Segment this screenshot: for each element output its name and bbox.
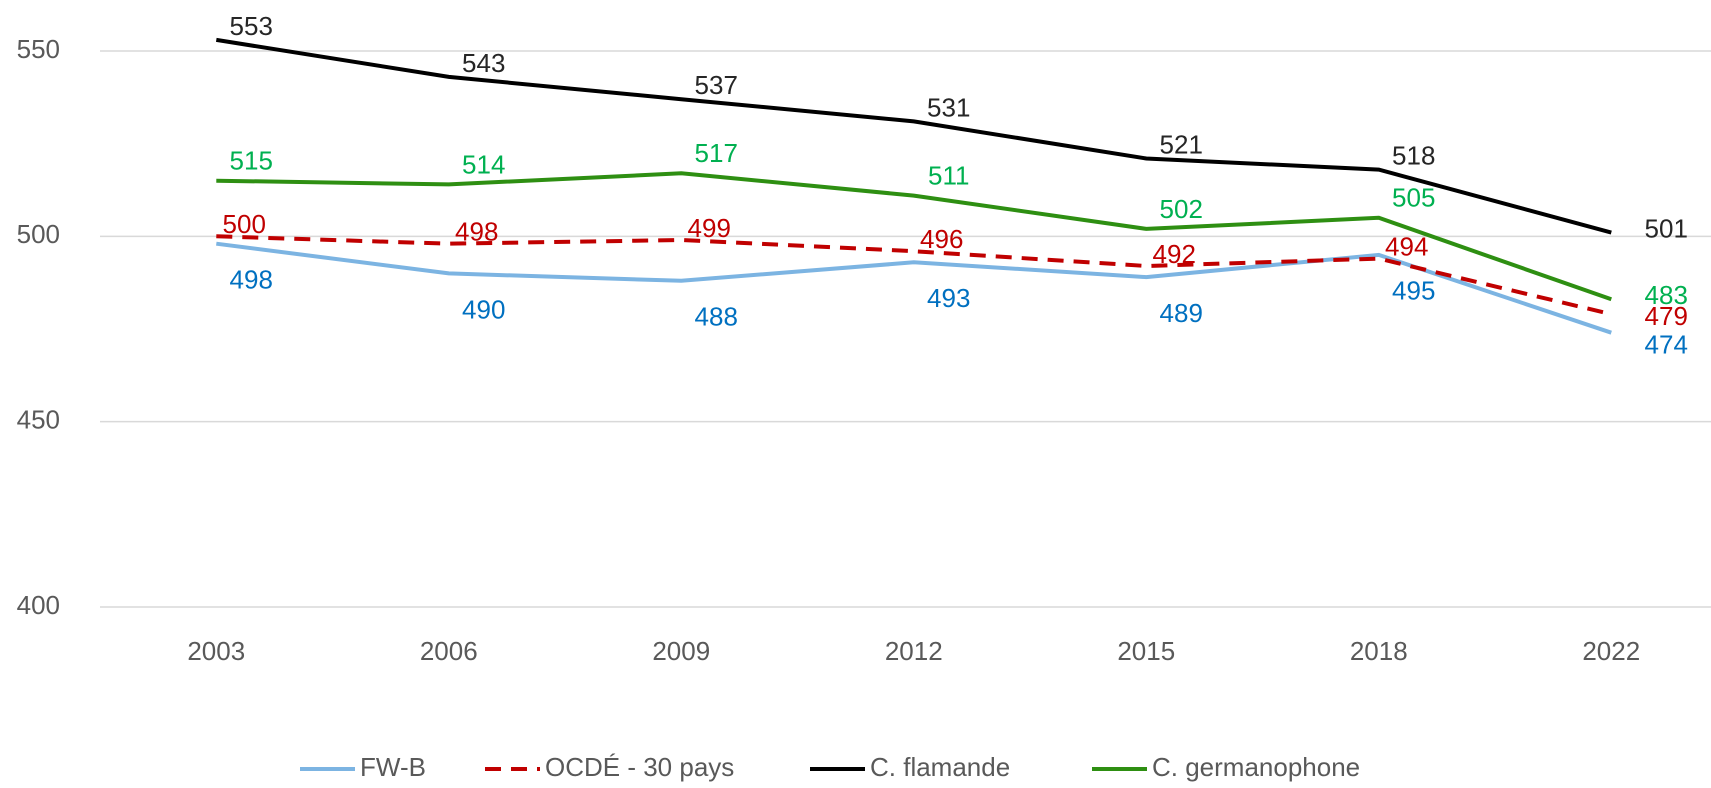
- data-label: 553: [230, 11, 273, 41]
- data-label: 517: [695, 138, 738, 168]
- y-tick-label: 550: [17, 34, 60, 64]
- data-label: 494: [1385, 231, 1428, 261]
- data-label: 500: [223, 209, 266, 239]
- x-tick-label: 2009: [652, 636, 710, 666]
- data-label: 483: [1645, 280, 1688, 310]
- data-label: 498: [230, 265, 273, 295]
- data-label: 479: [1645, 301, 1688, 331]
- data-label: 474: [1645, 330, 1688, 360]
- data-label: 498: [455, 217, 498, 247]
- legend-label: OCDÉ - 30 pays: [545, 752, 734, 782]
- legend-label: C. germanophone: [1152, 752, 1360, 782]
- data-label: 495: [1392, 276, 1435, 306]
- data-label: 531: [927, 92, 970, 122]
- x-tick-label: 2012: [885, 636, 943, 666]
- data-label: 511: [928, 160, 969, 190]
- data-label: 492: [1153, 239, 1196, 269]
- y-tick-label: 500: [17, 219, 60, 249]
- series-line: [216, 171, 1612, 302]
- data-label: 501: [1645, 214, 1688, 244]
- data-label: 496: [920, 224, 963, 254]
- y-tick-label: 400: [17, 590, 60, 620]
- y-tick-label: 450: [17, 405, 60, 435]
- data-label: 518: [1392, 140, 1435, 170]
- data-label: 505: [1392, 183, 1435, 213]
- x-tick-label: 2022: [1582, 636, 1640, 666]
- data-label: 488: [695, 302, 738, 332]
- data-label: 499: [688, 213, 731, 243]
- legend-label: C. flamande: [870, 752, 1010, 782]
- data-label: 489: [1160, 298, 1203, 328]
- data-label: 514: [462, 149, 505, 179]
- data-label: 502: [1160, 194, 1203, 224]
- x-tick-label: 2015: [1117, 636, 1175, 666]
- series-line: [216, 241, 1612, 335]
- data-label: 543: [462, 48, 505, 78]
- data-label: 537: [695, 70, 738, 100]
- x-tick-label: 2003: [187, 636, 245, 666]
- data-label: 490: [462, 294, 505, 324]
- data-label: 521: [1160, 129, 1203, 159]
- series-line: [215, 37, 1612, 235]
- data-label: 493: [927, 283, 970, 313]
- data-label: 515: [230, 146, 273, 176]
- x-tick-label: 2018: [1350, 636, 1408, 666]
- legend-label: FW-B: [360, 752, 426, 782]
- x-tick-label: 2006: [420, 636, 478, 666]
